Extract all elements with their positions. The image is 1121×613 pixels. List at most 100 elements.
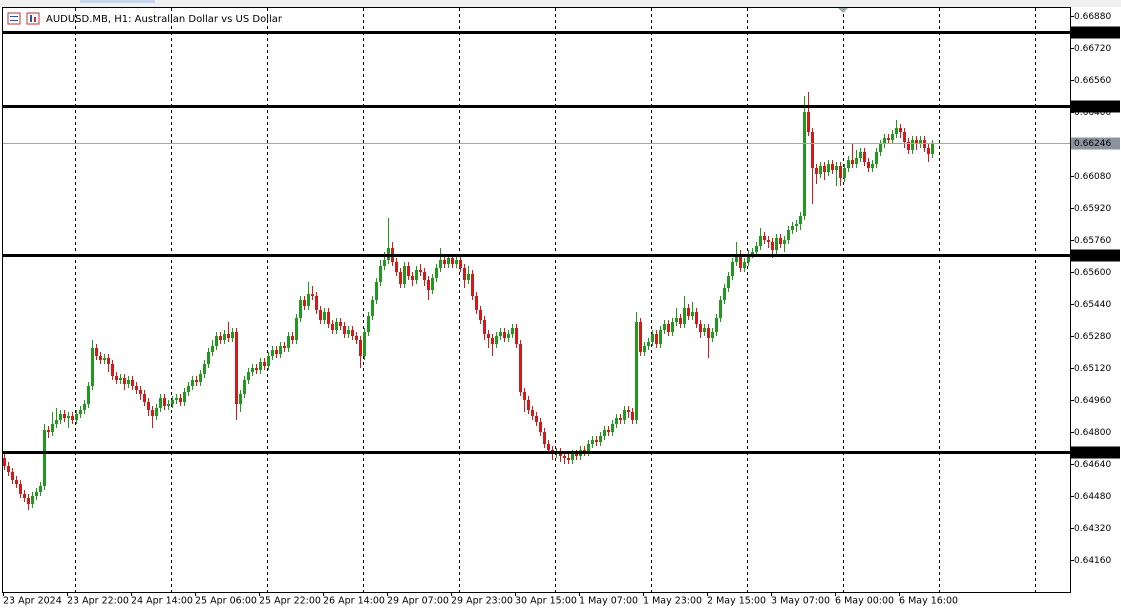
- chart-title: AUDUSD.MB, H1: Australian Dollar vs US D…: [46, 14, 283, 25]
- candle-body: [103, 358, 106, 360]
- candle-body: [735, 254, 738, 262]
- candle-body: [459, 260, 462, 268]
- candle-body: [227, 334, 230, 338]
- candle-body: [463, 268, 466, 280]
- candle-body: [631, 412, 634, 420]
- candle-body: [427, 280, 430, 290]
- candle-body: [439, 260, 442, 268]
- candle-body: [571, 454, 574, 460]
- candle-body: [31, 496, 34, 504]
- candle-body: [51, 424, 54, 432]
- x-tick-label: 30 Apr 15:00: [515, 596, 577, 607]
- candle-body: [315, 296, 318, 310]
- candle-body: [3, 458, 6, 466]
- candle-body: [895, 128, 898, 134]
- candle-body: [419, 270, 422, 272]
- y-tick-label: 0.65120: [1074, 364, 1111, 374]
- candle-body: [519, 344, 522, 392]
- candle-body: [179, 398, 182, 402]
- candle-body: [263, 362, 266, 366]
- candle-body: [67, 416, 70, 418]
- candle-body: [803, 112, 806, 216]
- candle-body: [231, 332, 234, 338]
- candle-body: [187, 386, 190, 392]
- candle-body: [767, 240, 770, 242]
- candle-body: [875, 152, 878, 164]
- candle-body: [347, 330, 350, 334]
- icon-menu[interactable]: [7, 12, 21, 25]
- candle-body: [139, 390, 142, 394]
- candle-body: [143, 394, 146, 402]
- candle-body: [899, 128, 902, 132]
- candle-body: [319, 310, 322, 320]
- candle-body: [879, 144, 882, 152]
- candle-body: [375, 282, 378, 300]
- candle-body: [291, 336, 294, 340]
- candle-body: [83, 404, 86, 410]
- candle-body: [211, 346, 214, 352]
- candle-body: [747, 254, 750, 262]
- candle-body: [275, 350, 278, 354]
- candle-body: [851, 160, 854, 164]
- candle-body: [171, 400, 174, 404]
- candle-body: [111, 364, 114, 376]
- candle-body: [495, 336, 498, 344]
- candle-body: [611, 424, 614, 432]
- candle-body: [339, 322, 342, 326]
- candle-body: [827, 164, 830, 172]
- icon-chart[interactable]: [26, 12, 40, 25]
- y-tick-label: 0.64960: [1074, 396, 1111, 406]
- candle-body: [823, 166, 826, 172]
- candle-body: [543, 432, 546, 444]
- candle-body: [687, 308, 690, 316]
- current-price-label: 0.66246: [1074, 139, 1111, 149]
- level-label: 0.66430: [1074, 102, 1111, 112]
- candle-body: [795, 224, 798, 226]
- y-tick-label: 0.65280: [1074, 332, 1111, 342]
- candle-body: [535, 416, 538, 422]
- candle-body: [59, 414, 62, 420]
- candle-body: [239, 394, 242, 404]
- x-tick-label: 2 May 15:00: [707, 596, 766, 607]
- candle-body: [623, 410, 626, 420]
- x-tick-label: 6 May 00:00: [835, 596, 894, 607]
- candle-body: [219, 336, 222, 340]
- level-tag: [1071, 26, 1120, 39]
- y-tick-label: 0.65920: [1074, 204, 1111, 214]
- candle-body: [335, 322, 338, 330]
- candle-body: [667, 324, 670, 332]
- candle-body: [799, 216, 802, 224]
- candle-body: [363, 332, 366, 356]
- candle-body: [467, 274, 470, 280]
- candle-body: [787, 230, 790, 240]
- candle-body: [507, 334, 510, 338]
- candle-body: [195, 380, 198, 382]
- candle-body: [647, 342, 650, 346]
- candle-body: [491, 338, 494, 344]
- candle-body: [479, 310, 482, 320]
- candle-body: [287, 336, 290, 348]
- candle-body: [135, 386, 138, 390]
- candle-body: [775, 238, 778, 250]
- level-label: 0.64700: [1074, 448, 1111, 458]
- candle-body: [331, 324, 334, 330]
- candle-body: [811, 132, 814, 168]
- candle-body: [203, 364, 206, 374]
- candle-body: [839, 166, 842, 178]
- y-tick-label: 0.66560: [1074, 76, 1111, 86]
- candle-body: [587, 444, 590, 452]
- candle-body: [591, 440, 594, 444]
- candle-body: [23, 494, 26, 498]
- candle-body: [435, 268, 438, 278]
- candle-body: [659, 330, 662, 344]
- candle-body: [447, 258, 450, 264]
- y-tick-label: 0.65600: [1074, 268, 1111, 278]
- candle-body: [723, 288, 726, 300]
- candle-body: [323, 312, 326, 320]
- candle-body: [451, 258, 454, 264]
- candle-body: [531, 410, 534, 416]
- candle-body: [567, 458, 570, 460]
- candle-body: [455, 260, 458, 264]
- candle-body: [147, 402, 150, 410]
- candle-body: [191, 380, 194, 386]
